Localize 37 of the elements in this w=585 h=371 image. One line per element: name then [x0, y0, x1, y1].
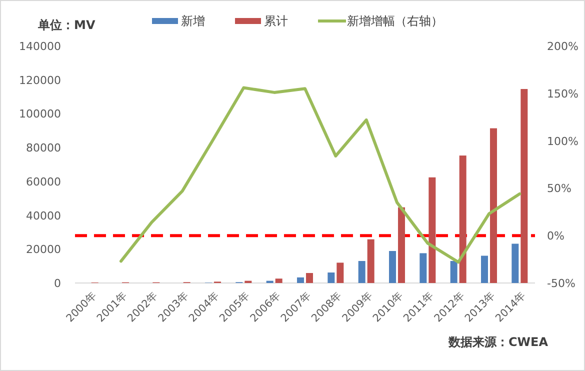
bar — [389, 251, 396, 283]
y-tick-label: 20000 — [26, 243, 61, 256]
y2-tick-label: -50% — [547, 277, 576, 290]
bar — [367, 239, 374, 283]
y-tick-label: 40000 — [26, 209, 61, 222]
bar — [428, 177, 436, 283]
y-tick-label: 0 — [54, 277, 61, 290]
y2-tick-label: 0% — [547, 230, 564, 243]
y2-tick-label: 150% — [547, 87, 578, 100]
bar — [358, 260, 366, 283]
line-series — [120, 86, 522, 264]
legend-label: 新增 — [181, 14, 205, 28]
y2-tick-label: 200% — [547, 40, 578, 53]
y-tick-label: 80000 — [26, 142, 61, 155]
bar — [459, 156, 466, 283]
y-axis-title: 单位：MV — [37, 18, 96, 32]
bar — [512, 244, 519, 283]
bar — [275, 278, 282, 283]
y-tick-label: 60000 — [26, 175, 61, 188]
source-note: 数据来源：CWEA — [447, 335, 549, 349]
y-tick-label: 120000 — [19, 74, 61, 87]
legend-label: 累计 — [264, 14, 288, 28]
bar — [481, 256, 488, 283]
bar — [420, 253, 427, 283]
bar — [336, 262, 344, 283]
y-tick-label: 140000 — [19, 40, 61, 53]
bar — [520, 89, 528, 283]
bar — [490, 128, 497, 283]
bar — [398, 207, 405, 283]
y2-tick-label: 100% — [547, 134, 578, 148]
y-tick-label: 100000 — [19, 108, 61, 121]
bar — [306, 273, 313, 283]
bar — [450, 260, 458, 283]
y2-tick-label: 50% — [547, 182, 572, 196]
bar — [328, 272, 335, 283]
legend-label: 新增增幅（右轴） — [347, 14, 443, 28]
bar — [297, 277, 304, 283]
